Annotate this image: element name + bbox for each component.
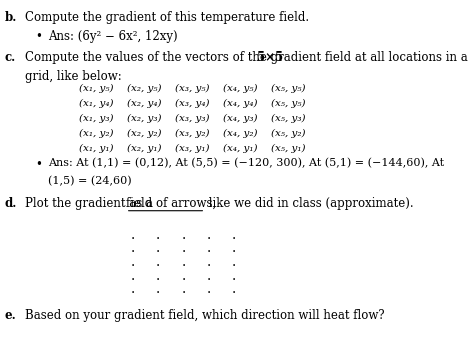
Text: .: . (156, 255, 160, 269)
Text: .: . (207, 255, 211, 269)
Text: (x₂, y₅): (x₂, y₅) (127, 84, 162, 93)
Text: .: . (207, 228, 211, 242)
Text: (x₄, y₃): (x₄, y₃) (223, 114, 258, 123)
Text: Plot the gradient as a: Plot the gradient as a (25, 197, 157, 210)
Text: .: . (182, 255, 186, 269)
Text: (x₂, y₁): (x₂, y₁) (127, 144, 162, 153)
Text: .: . (232, 269, 236, 283)
Text: .: . (131, 282, 135, 296)
Text: (x₄, y₄): (x₄, y₄) (223, 99, 258, 108)
Text: .: . (156, 241, 160, 256)
Text: 5×5: 5×5 (257, 51, 283, 64)
Text: e.: e. (4, 309, 16, 322)
Text: (x₁, y₄): (x₁, y₄) (79, 99, 113, 108)
Text: (x₅, y₅): (x₅, y₅) (271, 99, 306, 108)
Text: •: • (35, 158, 42, 171)
Text: .: . (131, 269, 135, 283)
Text: (x₂, y₂): (x₂, y₂) (127, 129, 162, 138)
Text: (x₅, y₅): (x₅, y₅) (271, 84, 306, 93)
Text: (x₃, y₁): (x₃, y₁) (175, 144, 210, 153)
Text: .: . (131, 255, 135, 269)
Text: .: . (232, 241, 236, 256)
Text: (x₄, y₂): (x₄, y₂) (223, 129, 258, 138)
Text: (x₃, y₂): (x₃, y₂) (175, 129, 210, 138)
Text: Based on your gradient field, which direction will heat flow?: Based on your gradient field, which dire… (25, 309, 385, 322)
Text: .: . (182, 282, 186, 296)
Text: c.: c. (4, 51, 16, 64)
Text: Compute the values of the vectors of the gradient field at all locations in a: Compute the values of the vectors of the… (25, 51, 472, 64)
Text: (x₃, y₃): (x₃, y₃) (175, 114, 210, 123)
Text: (x₃, y₄): (x₃, y₄) (175, 99, 210, 108)
Text: (x₁, y₂): (x₁, y₂) (79, 129, 113, 138)
Text: (x₂, y₄): (x₂, y₄) (127, 99, 162, 108)
Text: (x₂, y₃): (x₂, y₃) (127, 114, 162, 123)
Text: (x₄, y₅): (x₄, y₅) (223, 84, 258, 93)
Text: (1,5) = (24,60): (1,5) = (24,60) (48, 176, 132, 186)
Text: .: . (207, 282, 211, 296)
Text: Compute the gradient of this temperature field.: Compute the gradient of this temperature… (25, 11, 309, 24)
Text: .: . (207, 269, 211, 283)
Text: like we did in class (approximate).: like we did in class (approximate). (205, 197, 414, 210)
Text: .: . (207, 241, 211, 256)
Text: Ans: At (1,1) = (0,12), At (5,5) = (−120, 300), At (5,1) = (−144,60), At: Ans: At (1,1) = (0,12), At (5,5) = (−120… (48, 158, 444, 168)
Text: .: . (131, 228, 135, 242)
Text: .: . (131, 241, 135, 256)
Text: (x₅, y₃): (x₅, y₃) (271, 114, 306, 123)
Text: (x₃, y₅): (x₃, y₅) (175, 84, 210, 93)
Text: (x₅, y₂): (x₅, y₂) (271, 129, 306, 138)
Text: .: . (156, 228, 160, 242)
Text: •: • (35, 30, 42, 43)
Text: grid, like below:: grid, like below: (25, 70, 122, 83)
Text: (x₅, y₁): (x₅, y₁) (271, 144, 306, 153)
Text: .: . (156, 269, 160, 283)
Text: .: . (156, 282, 160, 296)
Text: .: . (182, 269, 186, 283)
Text: .: . (232, 282, 236, 296)
Text: .: . (182, 228, 186, 242)
Text: field of arrows,: field of arrows, (126, 197, 216, 210)
Text: Ans: (6y² − 6x², 12xy): Ans: (6y² − 6x², 12xy) (48, 30, 178, 43)
Text: d.: d. (4, 197, 17, 210)
Text: .: . (232, 255, 236, 269)
Text: (x₁, y₃): (x₁, y₃) (79, 114, 113, 123)
Text: (x₄, y₁): (x₄, y₁) (223, 144, 258, 153)
Text: .: . (182, 241, 186, 256)
Text: (x₁, y₁): (x₁, y₁) (79, 144, 113, 153)
Text: (x₁, y₅): (x₁, y₅) (79, 84, 113, 93)
Text: .: . (232, 228, 236, 242)
Text: b.: b. (4, 11, 17, 24)
